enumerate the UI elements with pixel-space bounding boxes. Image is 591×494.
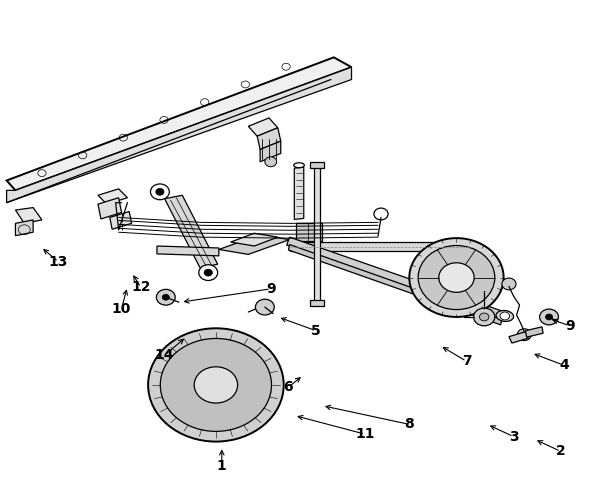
Polygon shape (287, 237, 505, 320)
Circle shape (540, 309, 558, 325)
Polygon shape (165, 195, 217, 268)
Polygon shape (7, 57, 352, 190)
Polygon shape (260, 141, 281, 162)
Circle shape (517, 329, 531, 340)
Circle shape (204, 269, 212, 276)
Polygon shape (310, 300, 324, 306)
Circle shape (151, 184, 170, 200)
Polygon shape (157, 246, 219, 256)
Circle shape (163, 294, 170, 300)
Polygon shape (15, 220, 33, 236)
Text: 9: 9 (266, 282, 275, 296)
Ellipse shape (496, 310, 514, 322)
Polygon shape (219, 235, 290, 254)
Circle shape (545, 314, 553, 320)
Polygon shape (7, 67, 352, 203)
Circle shape (500, 312, 509, 320)
Circle shape (479, 313, 489, 321)
Ellipse shape (294, 163, 304, 167)
Text: 4: 4 (559, 358, 569, 372)
Text: 2: 2 (556, 445, 566, 458)
Polygon shape (314, 164, 320, 304)
Polygon shape (294, 167, 304, 219)
Circle shape (410, 238, 504, 317)
Polygon shape (98, 198, 122, 219)
Circle shape (374, 208, 388, 220)
Text: 8: 8 (404, 417, 414, 431)
Text: 13: 13 (49, 255, 68, 269)
Polygon shape (288, 245, 502, 325)
Circle shape (265, 157, 277, 166)
Circle shape (473, 308, 495, 326)
Text: 3: 3 (509, 430, 518, 444)
Circle shape (418, 246, 495, 310)
Text: 10: 10 (112, 301, 131, 316)
Text: 5: 5 (311, 324, 321, 338)
Text: 11: 11 (355, 427, 375, 441)
Text: 9: 9 (565, 319, 574, 333)
Text: 6: 6 (284, 380, 293, 394)
Polygon shape (296, 223, 322, 241)
Text: 12: 12 (131, 281, 151, 294)
Polygon shape (525, 327, 543, 337)
Polygon shape (98, 189, 128, 204)
Text: 7: 7 (462, 354, 471, 369)
Circle shape (439, 263, 474, 292)
Circle shape (156, 188, 164, 195)
Polygon shape (257, 128, 281, 150)
Polygon shape (290, 242, 472, 251)
Circle shape (502, 278, 516, 290)
Circle shape (157, 289, 175, 305)
Circle shape (255, 299, 274, 315)
Polygon shape (230, 233, 278, 246)
Polygon shape (509, 332, 528, 343)
Polygon shape (110, 211, 132, 229)
Polygon shape (15, 207, 42, 223)
Circle shape (194, 367, 238, 403)
Circle shape (160, 338, 271, 431)
Text: 1: 1 (217, 459, 227, 473)
Text: 14: 14 (155, 348, 174, 363)
Polygon shape (248, 118, 278, 136)
Circle shape (148, 329, 284, 442)
Polygon shape (310, 162, 324, 168)
Circle shape (199, 265, 217, 281)
